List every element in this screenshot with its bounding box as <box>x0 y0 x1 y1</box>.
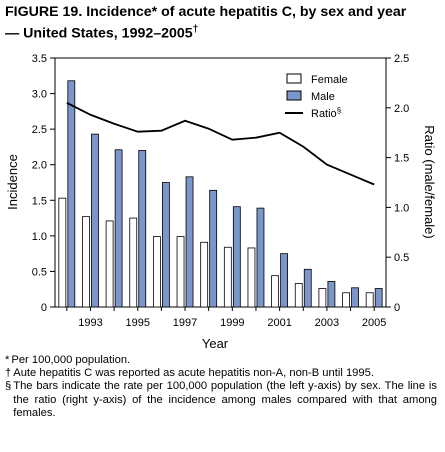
bar-male <box>91 133 99 308</box>
bar-female <box>58 197 67 308</box>
y-tick-label: 0.5 <box>32 266 47 278</box>
title-line-1: FIGURE 19. Incidence* of acute hepatitis… <box>5 4 407 20</box>
bar-male <box>280 253 289 308</box>
bar-male <box>374 288 383 308</box>
bar-female <box>318 288 327 308</box>
bar-female <box>365 292 374 308</box>
footnote-text: Per 100,000 population. <box>11 354 131 366</box>
bar-female <box>152 236 161 308</box>
title-dagger: † <box>192 24 199 35</box>
bar-male <box>351 287 359 308</box>
x-axis-label: Year <box>202 336 229 351</box>
bar-female <box>129 217 138 308</box>
bar-female <box>200 241 209 308</box>
x-tick-label: 1999 <box>220 317 244 329</box>
legend-ratio-text: Ratio <box>311 108 337 120</box>
footnote-mark: § <box>5 380 12 393</box>
legend-female-label: Female <box>311 74 348 86</box>
chart-title: FIGURE 19. Incidence* of acute hepatitis… <box>5 4 441 43</box>
bar-female <box>247 247 256 308</box>
bar-female <box>223 246 232 308</box>
y2-tick-label: 0.5 <box>394 252 409 264</box>
y2-tick-label: 2.0 <box>394 103 409 115</box>
bar-female <box>342 292 350 308</box>
tick-labels: 0 0.5 1.0 1.5 2.0 2.5 3.0 3.5 0 0.5 1.0 1.5 2.0 2.5 19… <box>32 53 410 329</box>
bar-male <box>67 80 76 308</box>
title-line-2: — United States, 1992–2005 <box>5 25 193 42</box>
bar-male <box>185 176 194 308</box>
y-tick-label: 3.5 <box>32 53 47 65</box>
bar-female <box>294 283 303 308</box>
y-tick-label: 2.0 <box>32 160 47 172</box>
ratio-line-group <box>66 102 375 186</box>
bars <box>58 80 383 308</box>
bar-male <box>209 189 218 308</box>
footnote: * Per 100,000 population. <box>5 354 437 367</box>
y-tick-label: 1.5 <box>32 195 47 207</box>
x-tick-label: 1993 <box>78 317 102 329</box>
bar-male <box>303 268 312 308</box>
y2-axis-label: Ratio (male/female) <box>422 125 437 238</box>
legend-ratio-label: Ratio§ <box>311 106 341 120</box>
y-tick-label: 3.0 <box>32 89 47 101</box>
bar-male <box>256 207 265 308</box>
legend: Female Male Ratio§ <box>285 73 348 120</box>
footnote: † Aute hepatitis C was reported as acute … <box>5 367 437 380</box>
footnote: § The bars indicate the rate per 100,000 … <box>5 380 437 420</box>
x-tick-label: 2005 <box>362 317 386 329</box>
bar-male <box>161 182 170 308</box>
y-tick-label: 0 <box>41 302 47 314</box>
y-tick-label: 2.5 <box>32 124 47 136</box>
footnotes: * Per 100,000 population. † Aute hepatitis … <box>5 354 437 420</box>
bar-female <box>271 275 280 308</box>
bar-female <box>176 236 185 308</box>
y2-tick-label: 1.0 <box>394 202 409 214</box>
footnote-mark: * <box>5 354 10 366</box>
ratio-line <box>66 102 375 186</box>
legend-ratio-mark: § <box>337 106 341 115</box>
x-tick-label: 2001 <box>267 317 291 329</box>
bar-female <box>105 220 114 308</box>
y2-tick-label: 1.5 <box>394 153 409 165</box>
footnote-mark: † <box>5 367 12 380</box>
y-tick-label: 1.0 <box>32 231 47 243</box>
x-tick-label: 1995 <box>126 317 150 329</box>
chart-area: 0 0.5 1.0 1.5 2.0 2.5 3.0 3.5 0 0.5 1.0 1.5 2.0 2.5 19… <box>5 53 437 351</box>
x-tick-label: 2003 <box>315 317 339 329</box>
legend-female-swatch <box>286 73 302 84</box>
plot-frame <box>54 57 387 308</box>
footnote-text: The bars indicate the rate per 100,000 p… <box>13 380 437 419</box>
legend-male-swatch <box>286 90 302 101</box>
y-axis-label: Incidence <box>5 154 20 210</box>
bar-male <box>114 149 123 308</box>
legend-male-label: Male <box>311 91 335 103</box>
axes <box>50 57 391 311</box>
bar-male <box>138 150 147 308</box>
y2-tick-label: 2.5 <box>394 53 409 65</box>
bar-female <box>82 216 90 308</box>
bar-male <box>327 280 336 308</box>
footnote-text: Aute hepatitis C was reported as acute h… <box>13 367 374 380</box>
bar-male <box>232 206 241 308</box>
x-tick-label: 1997 <box>173 317 197 329</box>
y2-tick-label: 0 <box>394 302 400 314</box>
